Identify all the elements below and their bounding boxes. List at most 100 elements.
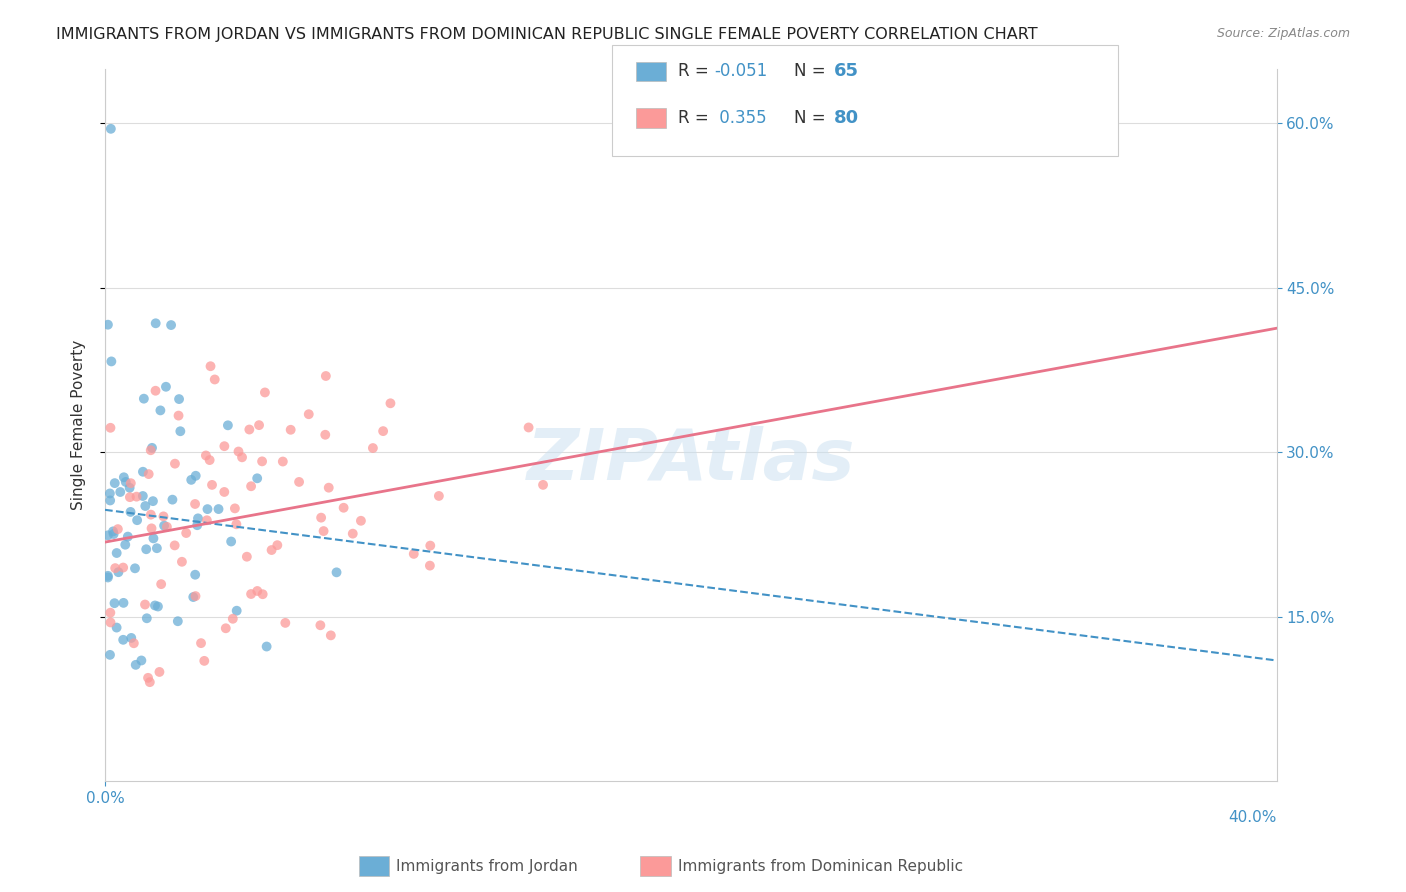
Point (214, 439, 236, 453)
Point (124, 561, 146, 575)
Point (225, 517, 247, 532)
Text: R =: R = (678, 109, 714, 127)
Point (419, 539, 441, 553)
Point (219, 534, 242, 549)
Point (184, 567, 207, 582)
Point (184, 589, 207, 603)
Point (180, 473, 202, 487)
Point (184, 497, 207, 511)
Text: 65: 65 (834, 62, 859, 80)
Text: 80: 80 (834, 109, 859, 127)
Point (100, 354, 122, 368)
Point (163, 538, 186, 552)
Point (238, 423, 260, 437)
Point (228, 444, 250, 458)
Point (142, 494, 165, 508)
Point (361, 441, 384, 455)
Point (531, 478, 554, 492)
Point (97, 569, 120, 583)
Point (170, 555, 193, 569)
Point (214, 485, 236, 500)
Point (186, 518, 208, 533)
Point (122, 636, 145, 650)
Point (131, 653, 153, 667)
Point (309, 618, 332, 632)
Point (380, 396, 402, 410)
Point (314, 427, 336, 442)
Point (207, 502, 229, 516)
Point (134, 598, 156, 612)
Point (105, 546, 128, 560)
Point (100, 615, 122, 630)
Text: ZIPAtlas: ZIPAtlas (526, 425, 855, 495)
Point (246, 471, 269, 485)
Point (247, 418, 270, 433)
Point (135, 611, 157, 625)
Point (225, 604, 247, 618)
Point (132, 465, 155, 479)
Point (112, 470, 135, 484)
Point (146, 599, 169, 614)
Point (201, 478, 224, 492)
Point (342, 526, 364, 541)
Point (215, 621, 238, 635)
Point (427, 489, 450, 503)
Point (163, 457, 186, 471)
Point (402, 547, 425, 561)
Point (156, 520, 179, 534)
Point (127, 513, 149, 527)
Y-axis label: Single Female Poverty: Single Female Poverty (72, 340, 86, 510)
Point (266, 538, 288, 552)
Point (253, 385, 276, 400)
Point (162, 492, 184, 507)
Point (419, 558, 441, 573)
Point (217, 418, 239, 433)
Point (167, 409, 190, 423)
Point (117, 530, 139, 544)
Text: Source: ZipAtlas.com: Source: ZipAtlas.com (1216, 27, 1350, 40)
Point (280, 423, 302, 437)
Point (224, 501, 246, 516)
Point (107, 522, 129, 536)
Point (112, 632, 135, 647)
Point (97, 570, 120, 584)
Point (155, 380, 177, 394)
Point (332, 500, 354, 515)
Point (104, 476, 127, 491)
Point (197, 502, 219, 516)
Point (198, 453, 221, 467)
Point (100, 421, 122, 435)
Point (184, 468, 207, 483)
Point (110, 485, 132, 500)
Point (166, 614, 188, 628)
Point (174, 526, 197, 541)
Point (141, 521, 163, 535)
Point (222, 612, 245, 626)
Point (125, 657, 148, 672)
Point (149, 403, 172, 417)
Point (120, 505, 142, 519)
Point (146, 541, 169, 556)
Point (97, 318, 120, 332)
Text: R =: R = (678, 62, 714, 80)
Point (236, 549, 259, 564)
Point (240, 479, 263, 493)
Point (112, 560, 135, 574)
Point (298, 407, 321, 421)
Point (139, 675, 162, 690)
Point (350, 514, 373, 528)
Point (187, 511, 209, 525)
Point (319, 628, 342, 642)
Point (252, 587, 274, 601)
Text: Immigrants from Dominican Republic: Immigrants from Dominican Republic (678, 859, 963, 873)
Point (145, 316, 167, 330)
Point (98, 606, 121, 620)
Point (141, 441, 163, 455)
Point (107, 565, 129, 579)
Point (104, 561, 127, 575)
Point (139, 443, 162, 458)
Text: IMMIGRANTS FROM JORDAN VS IMMIGRANTS FROM DOMINICAN REPUBLIC SINGLE FEMALE POVER: IMMIGRANTS FROM JORDAN VS IMMIGRANTS FRO… (56, 27, 1038, 42)
Point (167, 392, 190, 406)
Point (114, 538, 136, 552)
Point (231, 450, 253, 465)
